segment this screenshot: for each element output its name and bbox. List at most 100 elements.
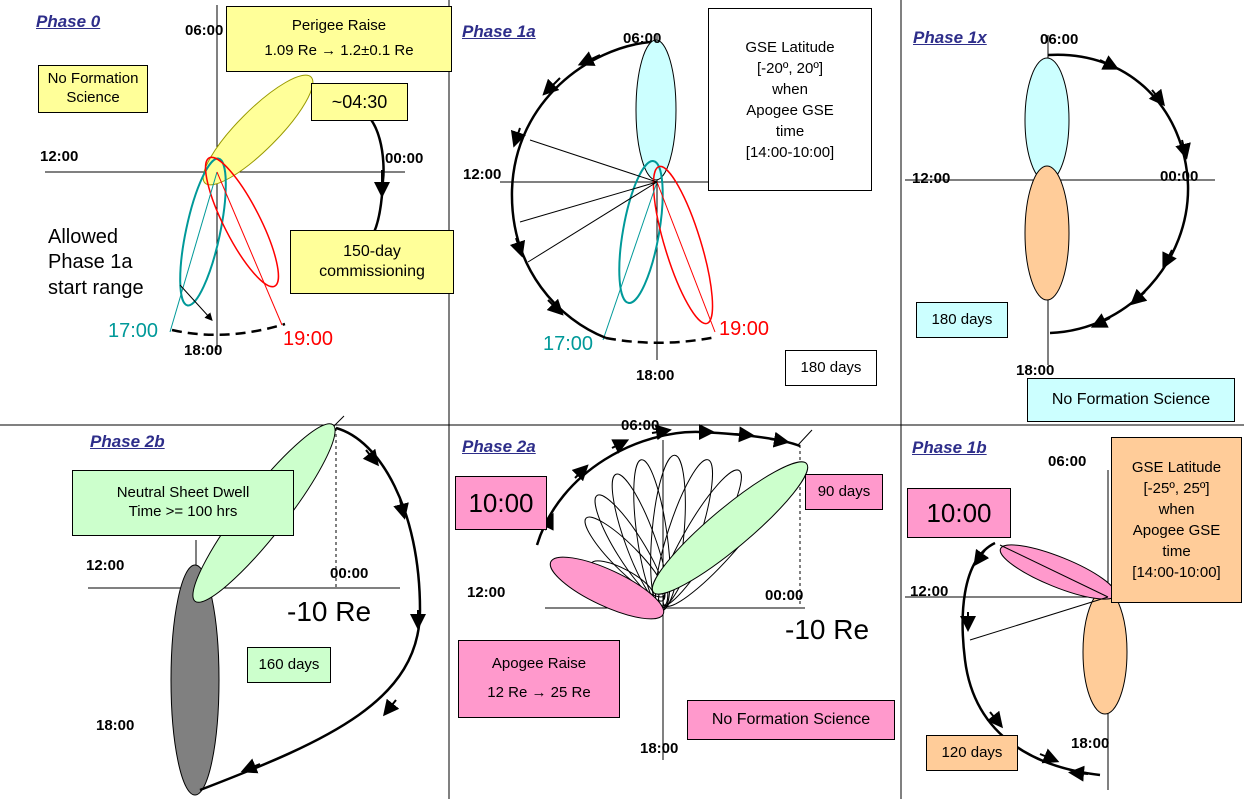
phase1b-orange-orbit bbox=[1082, 589, 1128, 715]
phase0-red-orbit bbox=[204, 156, 280, 288]
phase2a-apogee-box: Apogee Raise 12 Re → 25 Re bbox=[458, 640, 620, 718]
phase1b-tick-1200: 12:00 bbox=[910, 583, 949, 600]
phase0-tick-1800: 18:00 bbox=[184, 342, 223, 359]
phase2a-apogee-line2: 12 Re → 25 Re bbox=[487, 684, 591, 701]
phase2b-tick-1800: 18:00 bbox=[96, 717, 135, 734]
phase1a-days-box: 180 days bbox=[785, 350, 877, 386]
phase2b-re-label: -10 Re bbox=[287, 596, 372, 627]
phase2b-tick-0000: 00:00 bbox=[330, 565, 369, 582]
phase1x-cyan-orbit bbox=[1024, 57, 1070, 183]
phase2b-days-label: 160 days bbox=[258, 655, 320, 673]
phase1x-days-label: 180 days bbox=[931, 310, 993, 328]
phase2a-apogee-line1: Apogee Raise bbox=[491, 655, 587, 673]
phase2b-neutral-line1: Neutral Sheet Dwell bbox=[116, 484, 250, 502]
phase0-label-1900: 19:00 bbox=[283, 328, 334, 350]
phase2a-tick-0600: 06:00 bbox=[621, 417, 660, 434]
phase2a-time-box: 10:00 bbox=[455, 476, 547, 530]
phase0-tick-0000: 00:00 bbox=[385, 150, 424, 167]
phase0-perigee-line1: Perigee Raise bbox=[291, 17, 387, 35]
phase1x-tick-1800: 18:00 bbox=[1016, 362, 1055, 379]
phase1a-gse-line3: when bbox=[772, 80, 808, 98]
phase0-commission-line2: commissioning bbox=[319, 263, 425, 280]
phase1b-gse-line6: [14:00-10:00] bbox=[1132, 564, 1221, 581]
phase2a-tick-1200: 12:00 bbox=[467, 584, 506, 601]
phase0-allowed-line1: Allowed bbox=[48, 226, 119, 248]
phase1b-gse-line5: time bbox=[1162, 543, 1191, 560]
phase2a-days-label: 90 days bbox=[817, 482, 871, 500]
phase1a-days-label: 180 days bbox=[800, 358, 862, 376]
phase1a-gse-box: GSE Latitude [-20º, 20º] when Apogee GSE… bbox=[708, 8, 872, 191]
phase0-noform-line2: Science bbox=[66, 89, 120, 106]
phase1a-red-orbit bbox=[652, 165, 714, 325]
phase1b-time-box: 10:00 bbox=[907, 488, 1011, 538]
phase1b-pink-orbit bbox=[999, 544, 1117, 600]
phase2a-tick-1800: 18:00 bbox=[640, 740, 679, 757]
phase1a-tick-1800: 18:00 bbox=[636, 367, 675, 384]
phase1a-gse-line5: time bbox=[775, 122, 805, 140]
phase2a-days-box: 90 days bbox=[805, 474, 883, 510]
phase1x-days-box: 180 days bbox=[916, 302, 1008, 338]
phase1a-teal-orbit bbox=[618, 160, 664, 304]
phase0-tick-1200: 12:00 bbox=[40, 148, 79, 165]
phase2b-days-box: 160 days bbox=[247, 647, 331, 683]
phase1a-title: Phase 1a bbox=[462, 22, 536, 41]
phase1a-diagram bbox=[500, 35, 717, 360]
phase1a-gse-line4: Apogee GSE bbox=[746, 101, 834, 119]
phase2b-neutral-line2: Time >= 100 hrs bbox=[128, 503, 238, 520]
phase1b-title: Phase 1b bbox=[912, 438, 987, 457]
phase1a-gse-line6: [14:00-10:00] bbox=[745, 143, 835, 161]
phase2b-neutral-box: Neutral Sheet Dwell Time >= 100 hrs bbox=[72, 470, 294, 536]
phase0-tick-0600: 06:00 bbox=[185, 22, 224, 39]
phase1b-gse-line1: GSE Latitude bbox=[1131, 459, 1222, 476]
phase2a-noform-box: No Formation Science bbox=[687, 700, 895, 740]
phase0-approx-label: ~04:30 bbox=[331, 91, 388, 112]
phase2b-tick-1200: 12:00 bbox=[86, 557, 125, 574]
phase1b-gse-line3: when bbox=[1158, 501, 1195, 518]
phase1x-tick-0600: 06:00 bbox=[1040, 31, 1079, 48]
phase1a-tick-1200: 12:00 bbox=[463, 166, 502, 183]
phase2a-tick-0000: 00:00 bbox=[765, 587, 804, 604]
phase1x-orange-orbit bbox=[1024, 165, 1070, 301]
phase1a-label-1700: 17:00 bbox=[543, 333, 594, 355]
phase1x-noform-label: No Formation Science bbox=[1051, 391, 1211, 408]
phase2a-time-label: 10:00 bbox=[468, 487, 534, 518]
phase0-label-1700: 17:00 bbox=[108, 320, 159, 342]
phase1x-tick-0000: 00:00 bbox=[1160, 168, 1199, 185]
phase0-noform-box: No Formation Science bbox=[38, 65, 148, 113]
phase2b-title: Phase 2b bbox=[90, 432, 165, 451]
phase1x-tick-1200: 12:00 bbox=[912, 170, 951, 187]
phase2a-pink-orbit bbox=[549, 556, 665, 620]
phase1b-tick-1800: 18:00 bbox=[1071, 735, 1110, 752]
phase2a-diagram bbox=[535, 424, 813, 760]
phase2a-green-orbit bbox=[651, 461, 809, 595]
phase1b-tick-0600: 06:00 bbox=[1048, 453, 1087, 470]
phase1b-days-label: 120 days bbox=[941, 743, 1003, 761]
phase0-teal-orbit bbox=[179, 157, 227, 307]
phase0-commission-box: 150-day commissioning bbox=[290, 230, 454, 294]
phase0-allowed-label: Allowed Phase 1a start range bbox=[48, 225, 144, 301]
phase2a-noform-label: No Formation Science bbox=[711, 711, 871, 728]
phase1b-gse-line4: Apogee GSE bbox=[1132, 522, 1221, 539]
phase1b-gse-box: GSE Latitude [-25º, 25º] when Apogee GSE… bbox=[1111, 437, 1242, 603]
phase0-allowed-line2: Phase 1a bbox=[48, 251, 133, 274]
phase0-yellow-orbit bbox=[202, 74, 314, 186]
phase0-commission-line1: 150-day bbox=[343, 243, 401, 260]
phase1a-tick-0600: 06:00 bbox=[623, 30, 662, 47]
phase0-approx-box: ~04:30 bbox=[311, 83, 408, 121]
phase1a-gse-line2: [-20º, 20º] bbox=[757, 59, 823, 77]
phase2a-title: Phase 2a bbox=[462, 437, 536, 456]
phase0-allowed-line3: start range bbox=[48, 276, 144, 299]
phase0-perigee-line2: 1.09 Re → 1.2±0.1 Re bbox=[264, 42, 414, 59]
phase1b-diagram bbox=[905, 470, 1150, 790]
phase1a-label-1900: 19:00 bbox=[719, 318, 770, 340]
phase1x-noform-box: No Formation Science bbox=[1027, 378, 1235, 422]
phase2b-gray-orbit bbox=[170, 564, 220, 796]
phase0-title: Phase 0 bbox=[36, 12, 101, 31]
phase1b-days-box: 120 days bbox=[926, 735, 1018, 771]
phase1x-diagram bbox=[905, 35, 1215, 365]
phase1x-title: Phase 1x bbox=[913, 28, 987, 47]
phase2a-re-label: -10 Re bbox=[785, 614, 870, 645]
phase1b-time-label: 10:00 bbox=[926, 497, 992, 528]
